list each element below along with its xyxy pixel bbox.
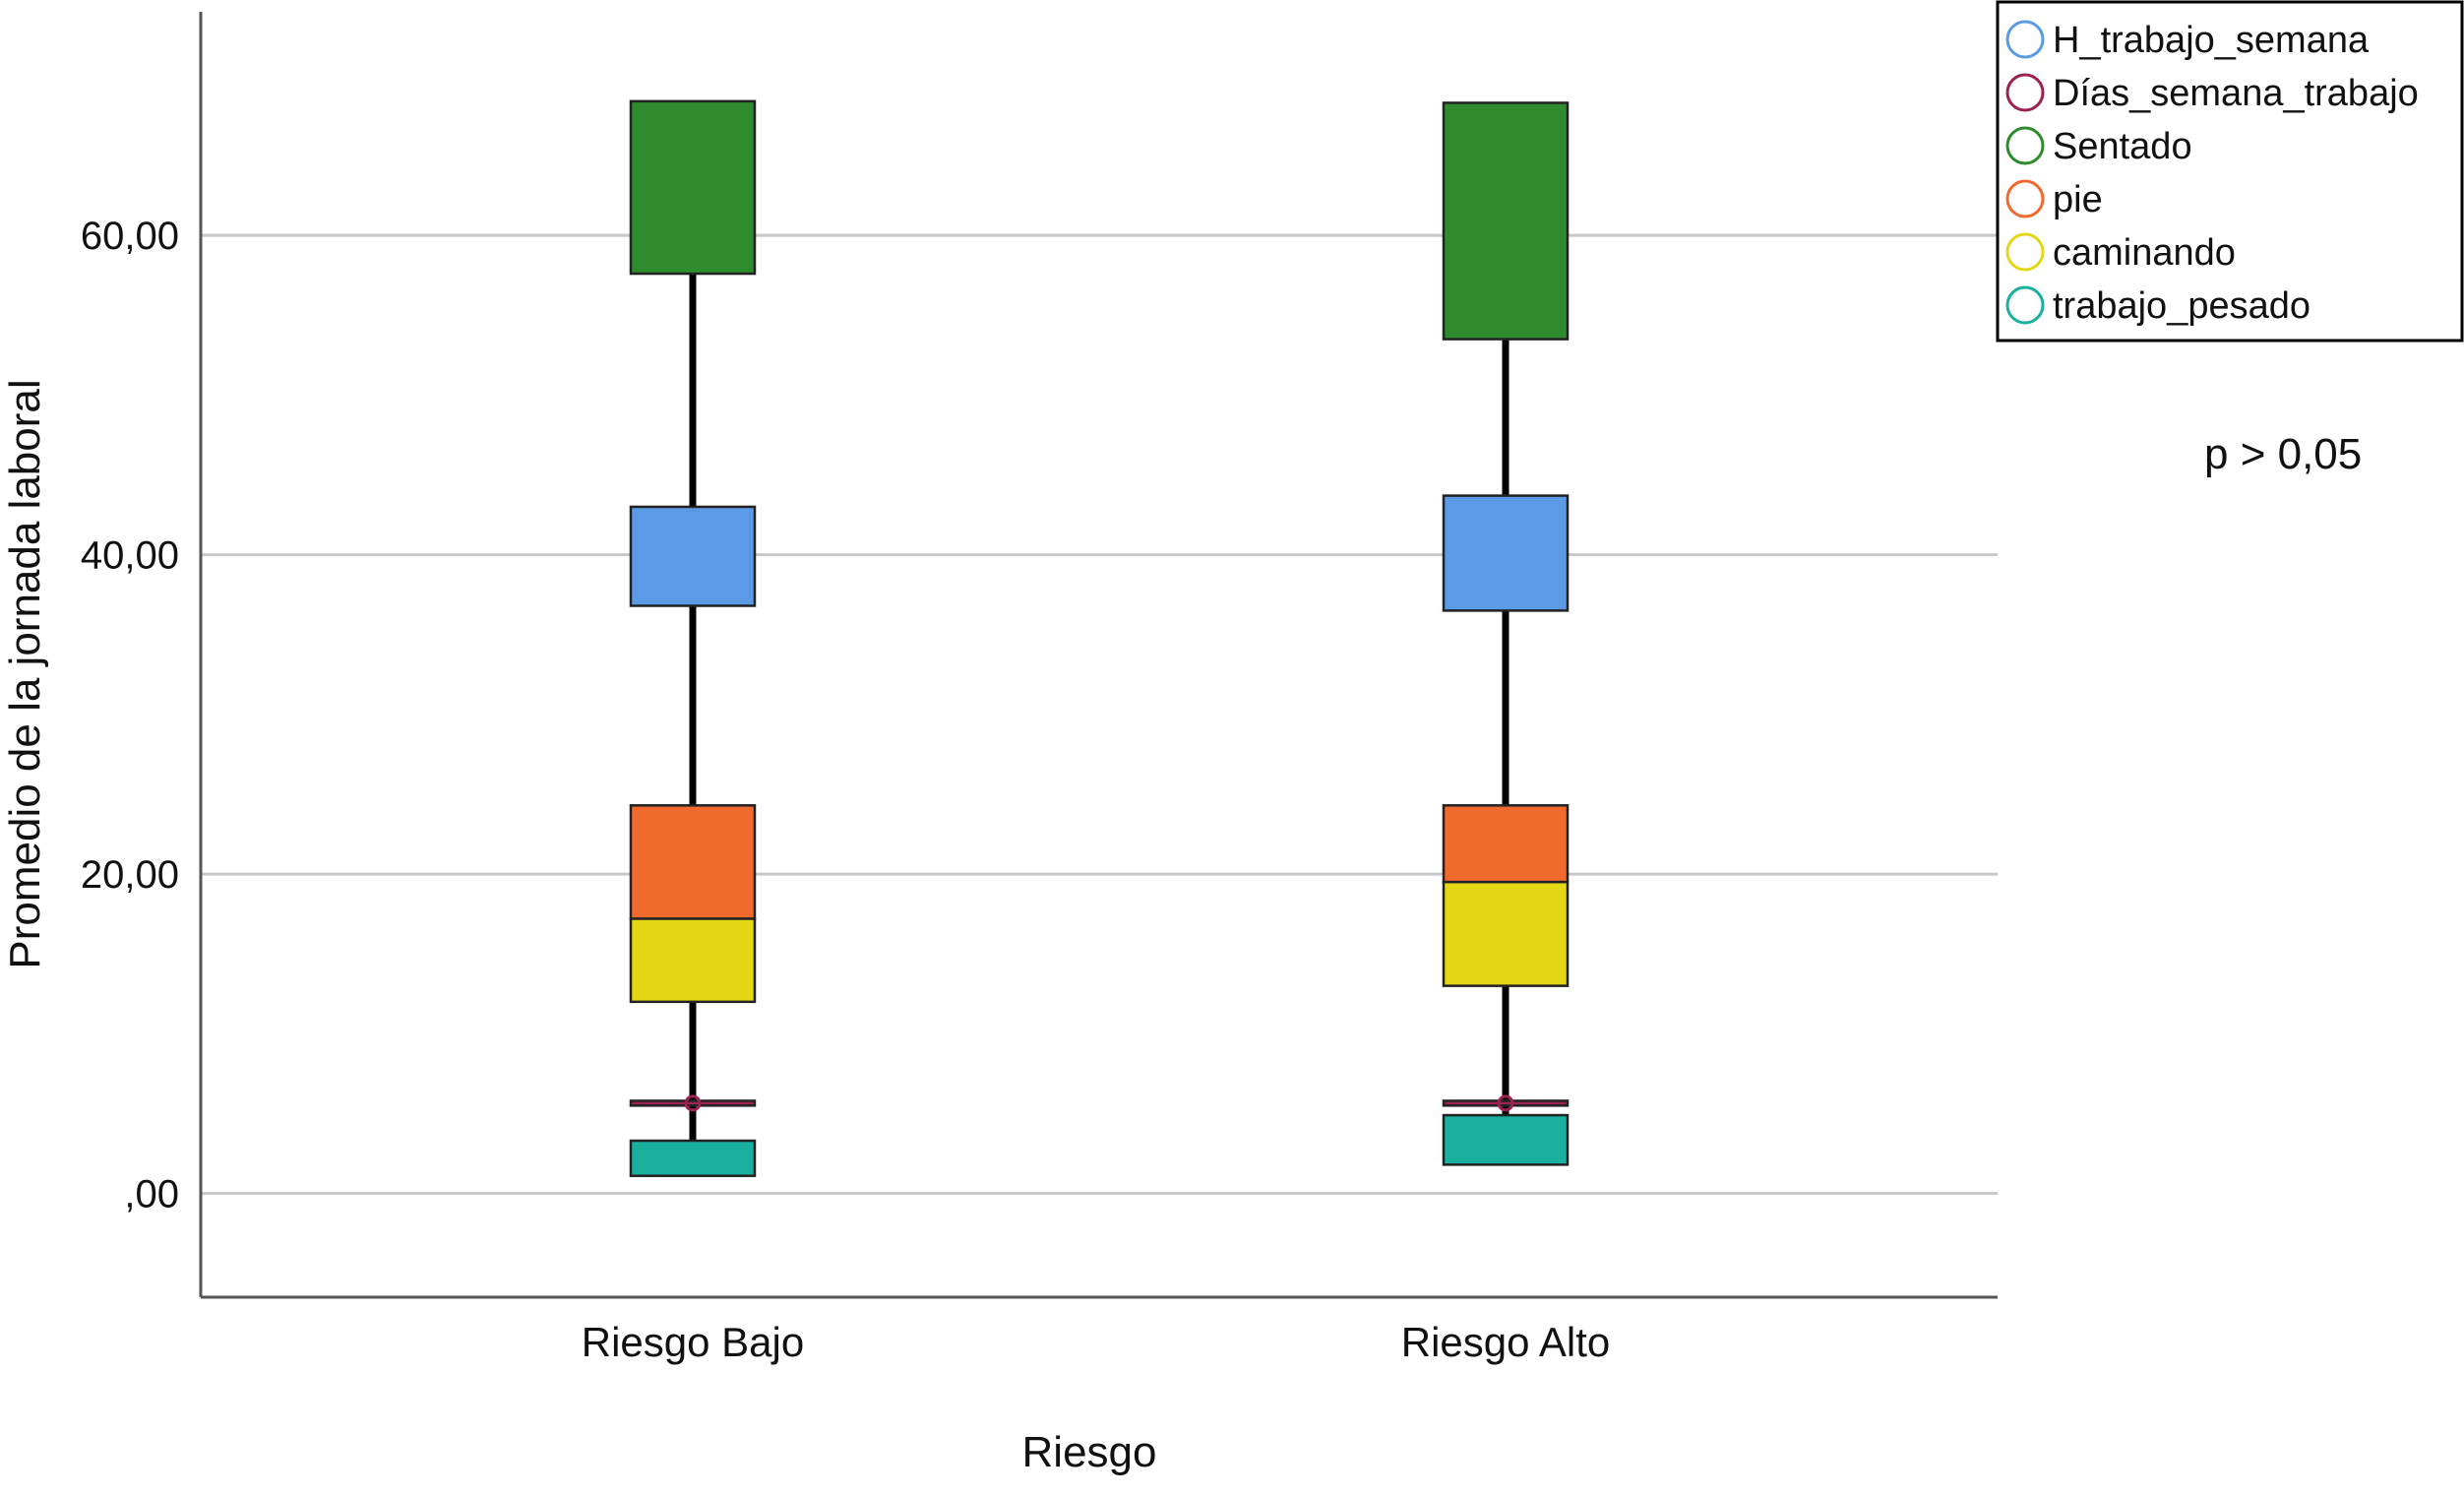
legend-label: trabajo_pesado	[2053, 285, 2310, 327]
box-d-as-semana-trabajo	[629, 1099, 757, 1107]
legend-label: Días_semana_trabajo	[2053, 73, 2419, 114]
x-category-label: Riesgo Bajo	[582, 1319, 804, 1365]
x-axis-title: Riesgo	[1022, 1428, 1157, 1476]
y-tick-label: 20,00	[81, 853, 179, 897]
p-value-annotation: p > 0,05	[2204, 430, 2362, 478]
median-marker	[1497, 1094, 1514, 1112]
legend-marker	[2005, 20, 2045, 59]
box-caminando	[1442, 880, 1570, 987]
box-trabajo-pesado	[1442, 1113, 1570, 1166]
box-caminando	[629, 917, 757, 1004]
box-sentado	[1442, 101, 1570, 341]
legend: H_trabajo_semana Días_semana_trabajo Senta…	[1996, 0, 2464, 343]
legend-marker	[2005, 73, 2045, 112]
y-tick-label: 40,00	[81, 534, 179, 578]
box-sentado	[629, 99, 757, 276]
y-axis-title: Promedio de la jornada laboral	[1, 379, 49, 968]
box-h-trabajo-semana	[1442, 494, 1570, 612]
box-pie	[1442, 804, 1570, 884]
legend-marker	[2005, 126, 2045, 165]
legend-label: pie	[2053, 179, 2103, 220]
legend-frame	[1996, 0, 2464, 343]
legend-label: Sentado	[2053, 126, 2192, 167]
box-d-as-semana-trabajo	[1442, 1099, 1570, 1107]
box-h-trabajo-semana	[629, 505, 757, 607]
legend-marker	[2005, 285, 2045, 325]
median-marker	[684, 1094, 702, 1112]
box-pie	[629, 804, 757, 920]
legend-marker	[2005, 179, 2045, 218]
legend-label: caminando	[2053, 232, 2236, 274]
y-tick-label: 60,00	[81, 215, 179, 258]
legend-marker	[2005, 232, 2045, 272]
x-category-label: Riesgo Alto	[1401, 1319, 1610, 1365]
box-trabajo-pesado	[629, 1139, 757, 1177]
y-tick-label: ,00	[124, 1173, 179, 1216]
legend-label: H_trabajo_semana	[2053, 20, 2370, 61]
